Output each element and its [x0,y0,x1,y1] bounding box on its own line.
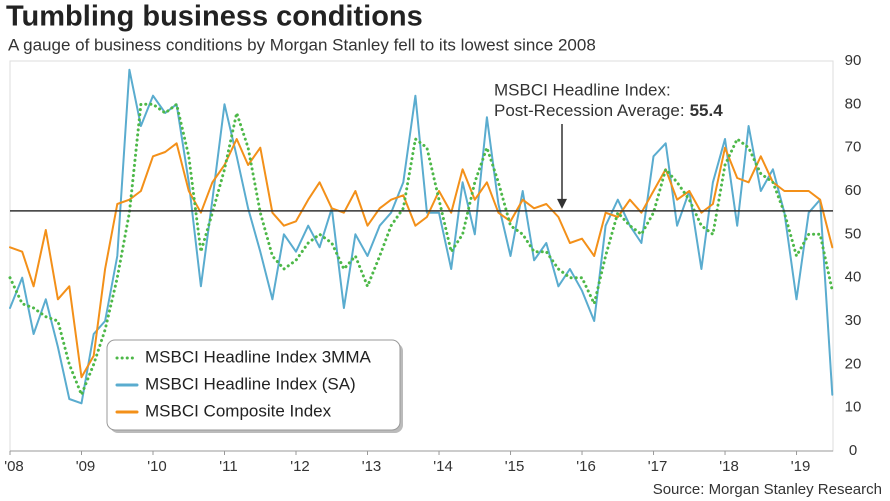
legend-label: MSBCI Headline Index (SA) [145,374,356,393]
annotation-value: 55.4 [690,101,724,120]
y-tick-label: 30 [845,312,862,329]
series-line [8,102,834,397]
legend-label: MSBCI Composite Index [145,401,332,420]
x-tick-label: '10 [147,458,167,475]
x-tick-label: '15 [505,458,525,475]
y-tick-label: 40 [845,269,862,286]
x-tick-label: '12 [290,458,310,475]
y-tick-label: 80 [845,95,862,112]
y-tick-label: 60 [845,182,862,199]
x-tick-label: '19 [791,458,811,475]
y-tick-label: 10 [845,399,862,416]
chart-subtitle: A gauge of business conditions by Morgan… [8,35,596,54]
x-tick-label: '18 [719,458,739,475]
x-tick-label: '14 [433,458,453,475]
x-tick-label: '08 [4,458,24,475]
y-tick-label: 70 [845,139,862,156]
chart-title: Tumbling business conditions [6,1,423,33]
annotation: MSBCI Headline Index: [494,80,671,99]
y-tick-label: 20 [845,355,862,372]
y-tick-label: 50 [845,225,862,242]
x-tick-label: '11 [219,458,237,475]
series-line [9,68,834,405]
source: Source: Morgan Stanley Research [653,481,882,498]
x-tick-label: '13 [362,458,382,475]
y-tick-label: 0 [849,442,857,459]
y-tick-label: 90 [845,52,862,69]
annotation: Post-Recession Average: 55.4 [494,101,723,120]
x-tick-label: '09 [76,458,96,475]
x-tick-label: '17 [648,458,668,475]
annotation-text: Post-Recession Average: [494,101,685,120]
legend-label: MSBCI Headline Index 3MMA [145,347,371,366]
series-line [9,138,834,379]
x-tick-label: '16 [576,458,596,475]
annotation-arrowhead [557,198,567,209]
legend-box [106,339,401,431]
